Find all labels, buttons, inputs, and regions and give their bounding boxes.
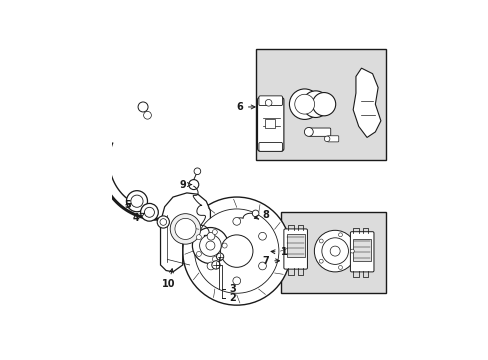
- Circle shape: [196, 251, 201, 256]
- Circle shape: [319, 239, 323, 243]
- Bar: [281, 212, 386, 293]
- FancyBboxPatch shape: [257, 97, 284, 151]
- Bar: [265, 120, 274, 128]
- Circle shape: [329, 246, 340, 256]
- Circle shape: [258, 262, 266, 270]
- Circle shape: [188, 180, 198, 190]
- FancyBboxPatch shape: [259, 96, 282, 105]
- Circle shape: [160, 219, 166, 225]
- FancyBboxPatch shape: [259, 143, 282, 151]
- Circle shape: [143, 111, 151, 119]
- Circle shape: [140, 203, 158, 221]
- Circle shape: [194, 168, 200, 175]
- Circle shape: [183, 197, 290, 305]
- Circle shape: [338, 233, 342, 237]
- FancyBboxPatch shape: [284, 229, 307, 269]
- Text: 2: 2: [228, 293, 235, 303]
- Circle shape: [324, 136, 329, 141]
- Circle shape: [265, 99, 271, 106]
- Circle shape: [212, 230, 217, 234]
- Circle shape: [199, 235, 221, 256]
- Bar: [256, 49, 386, 159]
- Circle shape: [211, 261, 220, 269]
- Bar: [286, 234, 304, 257]
- Circle shape: [157, 216, 169, 228]
- Text: 9: 9: [179, 180, 191, 190]
- Text: 10: 10: [162, 269, 175, 289]
- Polygon shape: [160, 193, 210, 272]
- Circle shape: [319, 259, 323, 263]
- Text: 4: 4: [132, 213, 144, 223]
- Circle shape: [232, 277, 240, 285]
- Circle shape: [126, 191, 147, 212]
- Circle shape: [138, 102, 148, 112]
- Circle shape: [220, 235, 252, 267]
- Circle shape: [205, 241, 215, 250]
- Circle shape: [338, 266, 342, 269]
- Circle shape: [216, 253, 224, 260]
- Circle shape: [304, 127, 313, 136]
- Circle shape: [350, 249, 354, 253]
- Bar: [352, 239, 370, 261]
- Circle shape: [196, 235, 201, 240]
- Circle shape: [212, 257, 217, 262]
- Text: 7: 7: [262, 256, 279, 266]
- Circle shape: [312, 93, 335, 116]
- Circle shape: [222, 243, 227, 248]
- Polygon shape: [352, 68, 380, 138]
- Circle shape: [207, 232, 214, 240]
- Circle shape: [289, 89, 319, 120]
- Circle shape: [175, 219, 196, 239]
- Circle shape: [232, 217, 240, 225]
- Text: 8: 8: [254, 210, 269, 220]
- Text: 6: 6: [236, 102, 255, 112]
- Circle shape: [144, 207, 154, 217]
- Circle shape: [170, 214, 200, 244]
- FancyBboxPatch shape: [350, 232, 373, 272]
- Circle shape: [302, 91, 328, 117]
- FancyBboxPatch shape: [327, 136, 338, 142]
- Circle shape: [131, 195, 143, 207]
- Text: 5: 5: [124, 201, 131, 210]
- Text: 1: 1: [270, 247, 286, 257]
- Text: 3: 3: [228, 284, 235, 293]
- Circle shape: [207, 262, 214, 270]
- Circle shape: [294, 94, 314, 114]
- Circle shape: [314, 230, 355, 272]
- Circle shape: [194, 209, 278, 293]
- Circle shape: [321, 238, 348, 264]
- Circle shape: [252, 210, 259, 217]
- FancyBboxPatch shape: [308, 128, 330, 136]
- Circle shape: [258, 232, 266, 240]
- Circle shape: [192, 228, 228, 264]
